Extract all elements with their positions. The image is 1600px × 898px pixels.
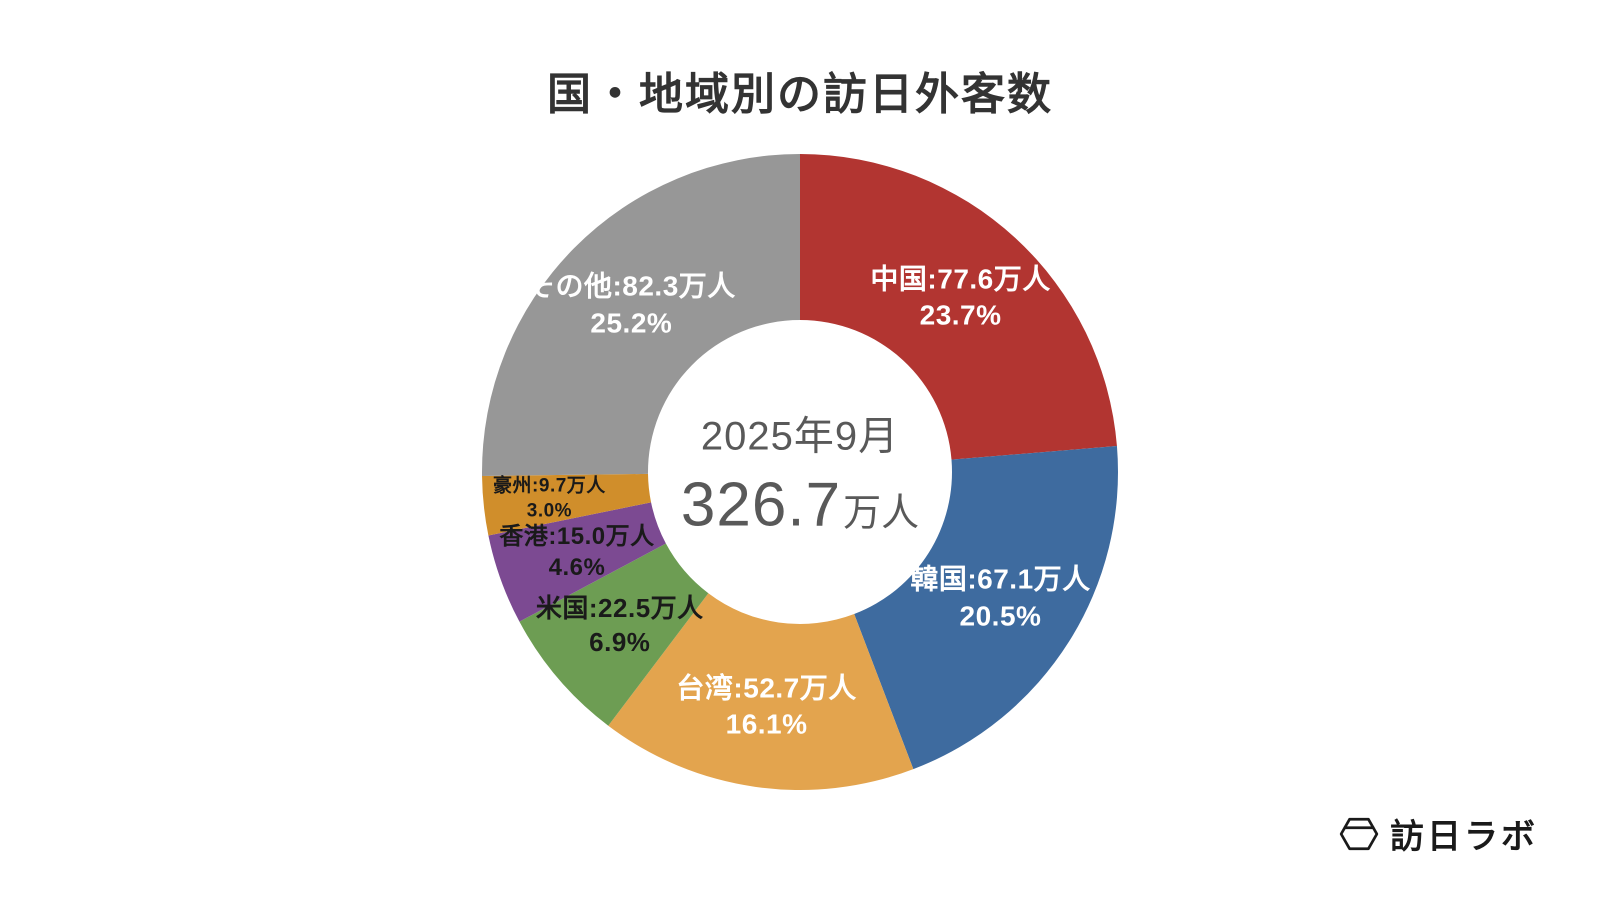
center-total-value: 326.7: [680, 470, 842, 540]
brand-logo: 訪日ラボ: [1338, 809, 1538, 858]
donut-slice-3: [519, 543, 709, 726]
donut-slice-0: [800, 154, 1117, 460]
center-total: 326.7 万人: [681, 470, 919, 541]
center-total-unit: 万人: [843, 492, 920, 535]
donut-slice-5: [482, 473, 652, 536]
center-period-label: 2025年9月: [700, 414, 900, 459]
donut-slice-1: [854, 446, 1118, 770]
donut-slice-6: [482, 153, 800, 476]
brand-logo-icon: [1339, 817, 1379, 850]
donut-center: 2025年9月 326.7 万人: [681, 404, 919, 541]
donut-slice-4: [488, 502, 666, 622]
chart-title: 国・地域別の訪日外客数: [547, 70, 1053, 119]
donut-slice-2: [608, 593, 914, 790]
brand-logo-text: 訪日ラボ: [1390, 818, 1538, 856]
